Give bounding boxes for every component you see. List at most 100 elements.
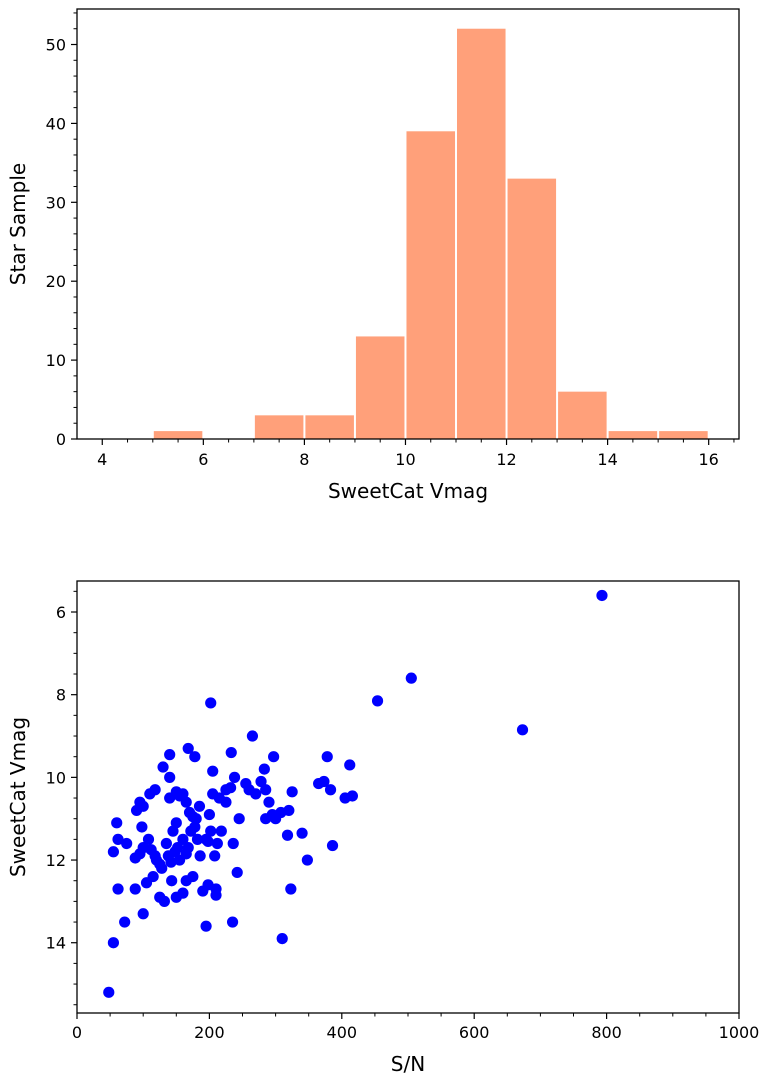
y-tick-label: 10: [46, 768, 66, 787]
scatter-point: [263, 796, 275, 808]
scatter-y-axis-label: SweetCat Vmag: [6, 717, 30, 877]
y-tick-label: 20: [46, 272, 66, 291]
scatter-point: [121, 837, 133, 850]
scatter-point: [189, 821, 201, 833]
scatter-point: [157, 761, 169, 773]
scatter-point: [194, 850, 206, 862]
scatter-point: [182, 842, 194, 854]
histogram-x-ticks: 4 6 8 10 12 14 16: [97, 439, 735, 469]
y-tick-label: 6: [56, 603, 66, 622]
scatter-point: [258, 763, 270, 775]
scatter-point: [268, 751, 280, 763]
scatter-point: [321, 751, 333, 763]
scatter-point: [211, 837, 223, 850]
scatter-point: [203, 808, 215, 821]
scatter-x-axis-label: S/N: [391, 1052, 425, 1075]
scatter-point: [227, 837, 239, 850]
scatter-point: [177, 887, 189, 899]
scatter-point: [516, 724, 529, 736]
scatter-point: [129, 883, 141, 895]
y-tick-label: 14: [46, 934, 66, 953]
scatter-point: [170, 817, 182, 829]
histogram-bar: [254, 415, 304, 439]
x-tick-label: 800: [591, 1023, 622, 1042]
scatter-point: [226, 916, 239, 928]
histogram-panel: 4 6 8 10 12 14 16 0 10 20 30 40 50 SweetCat Vmag St…: [6, 8, 740, 503]
histogram-bars: [153, 28, 708, 440]
x-tick-label: 6: [198, 450, 208, 469]
scatter-point: [190, 813, 202, 825]
scatter-point: [182, 742, 194, 755]
histogram-y-axis-label: Star Sample: [6, 163, 30, 285]
scatter-point: [112, 883, 124, 895]
scatter-point: [112, 833, 124, 845]
scatter-point: [107, 937, 120, 949]
scatter-point: [220, 784, 232, 796]
scatter-point: [266, 808, 278, 821]
scatter-point: [405, 672, 417, 684]
x-tick-label: 8: [299, 450, 309, 469]
histogram-bar: [305, 415, 354, 439]
scatter-point: [180, 796, 192, 808]
scatter-point: [246, 730, 259, 742]
scatter-point: [210, 889, 222, 901]
scatter-point: [285, 883, 297, 895]
scatter-point: [344, 759, 356, 771]
scatter-point: [318, 775, 330, 788]
histogram-bar: [608, 431, 658, 439]
scatter-point: [255, 775, 267, 788]
scatter-point: [207, 765, 219, 777]
scatter-point: [160, 837, 172, 850]
y-tick-label: 50: [46, 36, 66, 55]
scatter-point: [137, 800, 149, 812]
scatter-point: [205, 825, 217, 837]
scatter-point: [107, 846, 120, 858]
histogram-bar: [558, 391, 607, 439]
x-tick-label: 12: [496, 450, 516, 469]
scatter-point: [193, 800, 206, 812]
scatter-point: [220, 796, 232, 808]
y-tick-label: 40: [46, 114, 66, 133]
x-tick-label: 200: [194, 1023, 225, 1042]
histogram-axes-frame: [76, 8, 740, 440]
scatter-y-ticks: 6 8 10 12 14: [46, 590, 77, 1006]
scatter-point: [233, 813, 245, 825]
scatter-point: [172, 842, 184, 854]
x-tick-label: 0: [72, 1023, 82, 1042]
scatter-point: [301, 854, 313, 866]
scatter-point: [111, 817, 123, 829]
histogram-bar: [355, 336, 405, 439]
y-tick-label: 30: [46, 193, 66, 212]
scatter-point: [119, 916, 131, 928]
histogram-x-axis-label: SweetCat Vmag: [328, 479, 488, 503]
histogram-bar: [457, 28, 506, 440]
scatter-point: [205, 697, 217, 709]
scatter-points: [103, 589, 608, 998]
x-tick-label: 1000: [719, 1023, 760, 1042]
x-tick-label: 14: [597, 450, 617, 469]
scatter-point: [202, 835, 214, 848]
scatter-point: [231, 866, 243, 879]
scatter-point: [156, 862, 168, 874]
x-tick-label: 16: [698, 450, 718, 469]
scatter-point: [191, 833, 204, 845]
scatter-point: [250, 788, 262, 800]
scatter-panel: 0 200 400 600 800 1000 6 8 10 12 14 S/N SweetCat …: [6, 580, 760, 1075]
y-tick-label: 10: [46, 351, 66, 370]
scatter-point: [166, 875, 178, 887]
scatter-point: [281, 829, 294, 841]
x-tick-label: 400: [327, 1023, 358, 1042]
scatter-point: [286, 786, 298, 798]
scatter-point: [228, 771, 241, 783]
scatter-point: [346, 790, 358, 802]
histogram-bar: [507, 178, 557, 439]
scatter-point: [209, 850, 221, 862]
x-tick-label: 600: [459, 1023, 490, 1042]
y-tick-label: 12: [46, 851, 66, 870]
scatter-point: [147, 870, 159, 883]
scatter-point: [189, 751, 201, 763]
scatter-point: [326, 839, 339, 852]
y-tick-label: 8: [56, 686, 66, 705]
x-tick-label: 4: [97, 450, 107, 469]
